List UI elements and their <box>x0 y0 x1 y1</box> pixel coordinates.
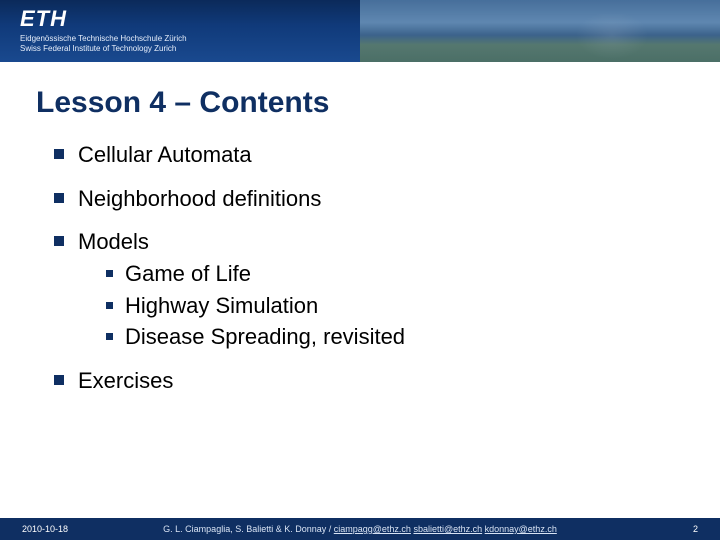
list-item: Neighborhood definitions <box>54 184 674 214</box>
footer-page-number: 2 <box>693 524 698 534</box>
list-item-label: Cellular Automata <box>78 140 674 170</box>
list-item: Models Game of Life Highway Simulation D… <box>54 227 674 352</box>
list-item: Exercises <box>54 366 674 396</box>
footer-center: G. L. Ciampaglia, S. Balietti & K. Donna… <box>0 524 720 534</box>
header-photo <box>360 0 720 64</box>
header-band: ETH Eidgenössische Technische Hochschule… <box>0 0 720 64</box>
list-item-text: Models <box>78 229 149 254</box>
square-bullet-icon <box>54 375 64 385</box>
sub-list-item-label: Game of Life <box>125 259 251 289</box>
square-bullet-icon <box>54 149 64 159</box>
square-bullet-icon <box>54 193 64 203</box>
eth-subtitle-line1: Eidgenössische Technische Hochschule Zür… <box>20 34 187 44</box>
footer-bar: G. L. Ciampaglia, S. Balietti & K. Donna… <box>0 518 720 540</box>
list-item-label: Models Game of Life Highway Simulation D… <box>78 227 674 352</box>
eth-logo: ETH <box>20 6 67 32</box>
eth-subtitle: Eidgenössische Technische Hochschule Zür… <box>20 34 187 54</box>
list-item-label: Neighborhood definitions <box>78 184 674 214</box>
footer-authors: G. L. Ciampaglia, S. Balietti & K. Donna… <box>163 524 334 534</box>
footer-date: 2010-10-18 <box>22 524 68 534</box>
list-item-label: Exercises <box>78 366 674 396</box>
footer-email-2: sbalietti@ethz.ch <box>413 524 482 534</box>
list-item: Cellular Automata <box>54 140 674 170</box>
content-area: Cellular Automata Neighborhood definitio… <box>54 140 674 396</box>
square-bullet-icon <box>106 270 113 277</box>
slide: ETH Eidgenössische Technische Hochschule… <box>0 0 720 540</box>
square-bullet-icon <box>54 236 64 246</box>
footer-email-1: ciampagg@ethz.ch <box>334 524 411 534</box>
sub-list-item: Highway Simulation <box>106 291 674 321</box>
sub-list-item: Game of Life <box>106 259 674 289</box>
footer-email-3: kdonnay@ethz.ch <box>485 524 557 534</box>
square-bullet-icon <box>106 333 113 340</box>
page-title: Lesson 4 – Contents <box>36 86 329 120</box>
eth-subtitle-line2: Swiss Federal Institute of Technology Zu… <box>20 44 187 54</box>
sub-list: Game of Life Highway Simulation Disease … <box>78 259 674 352</box>
sub-list-item-label: Disease Spreading, revisited <box>125 322 405 352</box>
square-bullet-icon <box>106 302 113 309</box>
sub-list-item: Disease Spreading, revisited <box>106 322 674 352</box>
sub-list-item-label: Highway Simulation <box>125 291 318 321</box>
